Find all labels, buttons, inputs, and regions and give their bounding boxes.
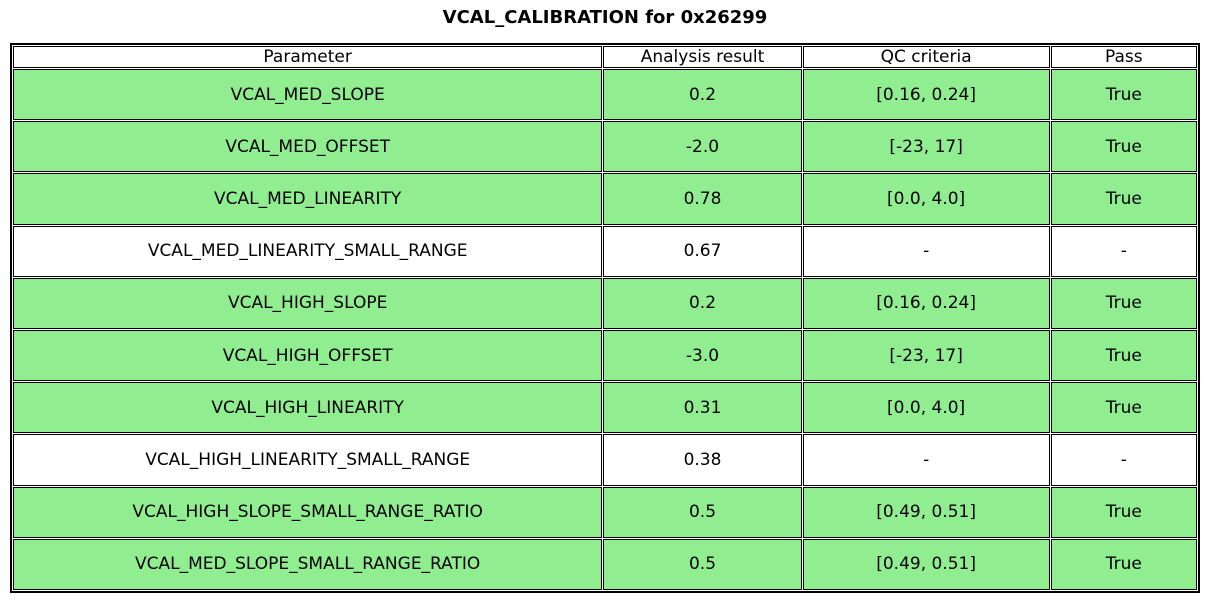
qc-criteria-cell: [0.49, 0.51] bbox=[802, 486, 1050, 538]
qc-criteria-cell: [-23, 17] bbox=[802, 121, 1050, 173]
analysis-result-cell: -3.0 bbox=[603, 329, 802, 382]
table-row: VCAL_MED_LINEARITY 0.78 [0.0, 4.0] True bbox=[13, 173, 1197, 225]
parameter-cell: VCAL_MED_LINEARITY_SMALL_RANGE bbox=[13, 225, 603, 277]
table-row: VCAL_HIGH_SLOPE_SMALL_RANGE_RATIO 0.5 [0.4… bbox=[13, 486, 1197, 538]
parameter-cell: VCAL_MED_SLOPE bbox=[13, 69, 603, 121]
table-row: VCAL_HIGH_OFFSET -3.0 [-23, 17] True bbox=[13, 329, 1197, 382]
pass-cell: - bbox=[1050, 225, 1197, 277]
table-row: VCAL_MED_SLOPE 0.2 [0.16, 0.24] True bbox=[13, 69, 1197, 121]
analysis-result-cell: 0.2 bbox=[603, 69, 802, 121]
analysis-result-cell: 0.2 bbox=[603, 277, 802, 329]
analysis-result-cell: 0.31 bbox=[603, 382, 802, 434]
analysis-result-cell: 0.5 bbox=[603, 486, 802, 538]
qc-criteria-cell: [0.16, 0.24] bbox=[802, 277, 1050, 329]
qc-results-table: Parameter Analysis result QC criteria Pa… bbox=[10, 43, 1200, 593]
parameter-cell: VCAL_MED_SLOPE_SMALL_RANGE_RATIO bbox=[13, 538, 603, 590]
qc-criteria-cell: [0.49, 0.51] bbox=[802, 538, 1050, 590]
table-row: VCAL_MED_OFFSET -2.0 [-23, 17] True bbox=[13, 121, 1197, 173]
table-row: VCAL_HIGH_LINEARITY_SMALL_RANGE 0.38- - bbox=[13, 434, 1197, 486]
analysis-result-cell: 0.78 bbox=[603, 173, 802, 225]
table-row: VCAL_MED_SLOPE_SMALL_RANGE_RATIO 0.5 [0.49… bbox=[13, 538, 1197, 590]
pass-cell: - bbox=[1050, 434, 1197, 486]
pass-cell: True bbox=[1050, 173, 1197, 225]
analysis-result-cell: 0.5 bbox=[603, 538, 802, 590]
table-row: VCAL_MED_LINEARITY_SMALL_RANGE 0.67- - bbox=[13, 225, 1197, 277]
parameter-cell: VCAL_MED_LINEARITY bbox=[13, 173, 603, 225]
pass-cell: True bbox=[1050, 69, 1197, 121]
table-row: VCAL_HIGH_LINEARITY 0.31 [0.0, 4.0] True bbox=[13, 382, 1197, 434]
pass-cell: True bbox=[1050, 277, 1197, 329]
analysis-result-cell: 0.38 bbox=[603, 434, 802, 486]
parameter-cell: VCAL_HIGH_SLOPE bbox=[13, 277, 603, 329]
pass-cell: True bbox=[1050, 382, 1197, 434]
parameter-cell: VCAL_HIGH_LINEARITY bbox=[13, 382, 603, 434]
header-row: Parameter Analysis result QC criteria Pa… bbox=[13, 46, 1197, 68]
qc-criteria-cell: [-23, 17] bbox=[802, 329, 1050, 382]
qc-criteria-cell: [0.0, 4.0] bbox=[802, 173, 1050, 225]
pass-cell: True bbox=[1050, 486, 1197, 538]
parameter-cell: VCAL_MED_OFFSET bbox=[13, 121, 603, 173]
pass-cell: True bbox=[1050, 121, 1197, 173]
parameter-cell: VCAL_HIGH_LINEARITY_SMALL_RANGE bbox=[13, 434, 603, 486]
qc-criteria-cell: [0.16, 0.24] bbox=[802, 69, 1050, 121]
qc-criteria-cell: [0.0, 4.0] bbox=[802, 382, 1050, 434]
pass-cell: True bbox=[1050, 538, 1197, 590]
qc-criteria-cell: - bbox=[802, 225, 1050, 277]
header-parameter: Parameter bbox=[13, 46, 603, 68]
analysis-result-cell: 0.67 bbox=[603, 225, 802, 277]
table-row: VCAL_HIGH_SLOPE 0.2 [0.16, 0.24] True bbox=[13, 277, 1197, 329]
parameter-cell: VCAL_HIGH_SLOPE_SMALL_RANGE_RATIO bbox=[13, 486, 603, 538]
pass-cell: True bbox=[1050, 329, 1197, 382]
table-header: Parameter Analysis result QC criteria Pa… bbox=[13, 46, 1197, 68]
header-pass: Pass bbox=[1050, 46, 1197, 68]
analysis-result-cell: -2.0 bbox=[603, 121, 802, 173]
qc-criteria-cell: - bbox=[802, 434, 1050, 486]
page-title: VCAL_CALIBRATION for 0x26299 bbox=[442, 7, 768, 28]
table-body: VCAL_MED_SLOPE 0.2 [0.16, 0.24] True VCAL_ME… bbox=[13, 69, 1197, 590]
header-analysis-result: Analysis result bbox=[603, 46, 802, 68]
parameter-cell: VCAL_HIGH_OFFSET bbox=[13, 329, 603, 382]
header-qc-criteria: QC criteria bbox=[802, 46, 1050, 68]
